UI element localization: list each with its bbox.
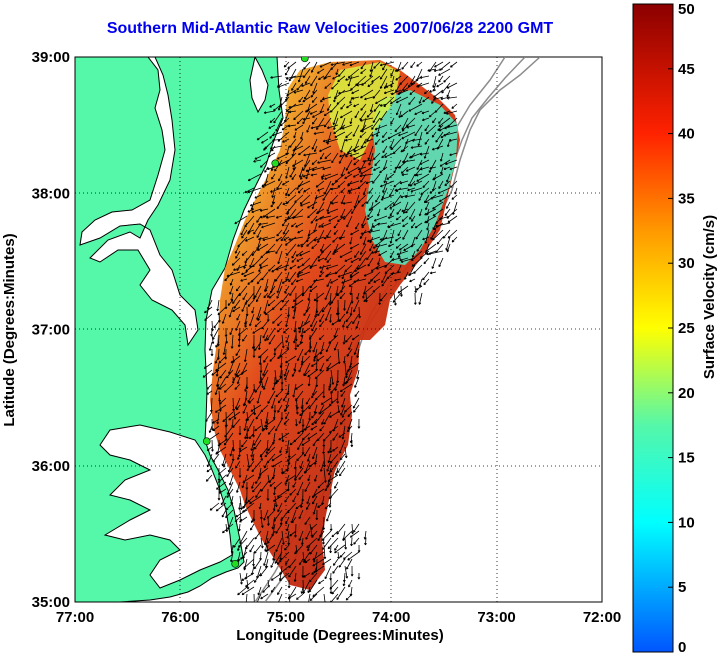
y-tick-label: 39:00 — [32, 49, 70, 66]
station-marker — [231, 560, 240, 568]
colorbar-tick-label: 40 — [678, 126, 695, 143]
arrow-glyphs — [202, 61, 458, 602]
chesapeake-bay — [79, 57, 199, 347]
x-tick-label: 75:00 — [267, 609, 305, 626]
station-marker — [300, 57, 309, 63]
velocity-mid-region — [328, 62, 400, 160]
y-tick-label: 35:00 — [32, 594, 70, 611]
colorbar-tick-label: 30 — [678, 255, 695, 272]
x-axis-label: Longitude (Degrees:Minutes) — [236, 627, 444, 644]
y-tick-label: 38:00 — [32, 185, 70, 202]
velocity-arrows — [202, 61, 458, 602]
colorbar-tick-label: 20 — [678, 385, 695, 402]
y-tick-label: 36:00 — [32, 458, 70, 475]
x-tick-label: 74:00 — [372, 609, 410, 626]
radar-stations — [202, 57, 309, 568]
x-tick-label: 72:00 — [583, 609, 621, 626]
colorbar-tick-labels: 0 5 10 15 20 25 30 35 40 45 50 — [668, 1, 695, 656]
x-tick-labels: 77:00 76:00 75:00 74:00 73:00 72:00 — [56, 609, 621, 626]
y-axis-label: Latitude (Degrees:Minutes) — [1, 233, 18, 426]
x-tick-label: 76:00 — [161, 609, 199, 626]
y-tick-labels: 39:00 38:00 37:00 36:00 35:00 — [32, 49, 70, 611]
colorbar-tick-label: 45 — [678, 61, 695, 78]
colorbar-tick-label: 5 — [678, 579, 686, 596]
colorbar — [632, 3, 674, 653]
map-title: Southern Mid-Atlantic Raw Velocities 200… — [106, 20, 554, 37]
station-marker — [202, 437, 211, 446]
grid-lines — [75, 57, 602, 602]
colorbar-tick-label: 15 — [678, 450, 695, 467]
colorbar-tick-label: 25 — [678, 320, 695, 337]
colorbar-tick-label: 35 — [678, 190, 695, 207]
delaware-bay — [249, 57, 269, 114]
station-marker — [271, 159, 280, 168]
colorbar-tick-label: 10 — [678, 514, 695, 531]
x-tick-label: 77:00 — [56, 609, 94, 626]
colorbar-label: Surface Velocity (cm/s) — [701, 215, 718, 379]
y-tick-label: 37:00 — [32, 322, 70, 339]
colorbar-tick-label: 50 — [678, 1, 695, 18]
colorbar-tick-label: 0 — [678, 639, 686, 656]
x-tick-label: 73:00 — [477, 609, 515, 626]
